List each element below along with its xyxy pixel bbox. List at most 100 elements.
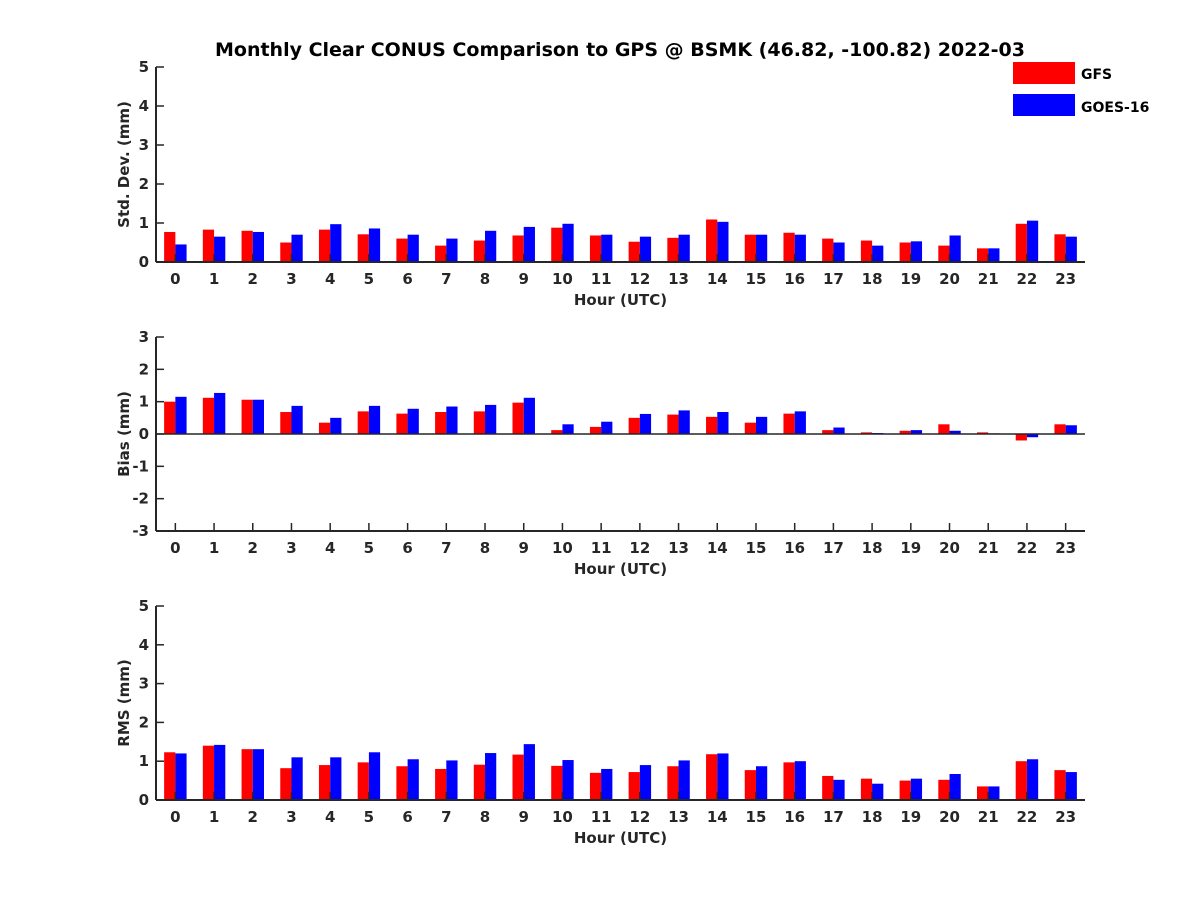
bar-goes16-hour-15 <box>755 416 768 434</box>
bar-gfs-hour-6 <box>396 238 408 262</box>
x-tick-label: 15 <box>746 808 767 826</box>
x-tick-label: 0 <box>170 270 180 288</box>
x-tick-label: 16 <box>784 808 805 826</box>
bar-gfs-hour-8 <box>473 411 486 434</box>
bar-goes16-hour-12 <box>639 236 652 262</box>
bar-goes16-hour-8 <box>485 230 497 262</box>
x-tick-label: 8 <box>480 808 490 826</box>
bar-gfs-hour-10 <box>551 227 563 262</box>
y-tick-label: 1 <box>139 393 149 411</box>
x-tick-label: 17 <box>823 539 844 557</box>
legend-label-gfs: GFS <box>1081 67 1112 83</box>
x-tick-label: 19 <box>900 808 921 826</box>
bar-gfs-hour-1 <box>202 229 215 262</box>
x-tick-label: 1 <box>209 270 219 288</box>
bar-goes16-hour-3 <box>291 757 303 800</box>
bar-goes16-hour-23 <box>1065 772 1077 800</box>
x-tick-label: 6 <box>402 270 412 288</box>
bar-goes16-hour-1 <box>214 392 226 434</box>
bar-gfs-hour-21 <box>977 248 989 262</box>
bar-gfs-hour-15 <box>744 234 756 262</box>
x-tick-label: 10 <box>552 808 573 826</box>
y-tick-label: -2 <box>132 490 149 508</box>
bar-gfs-hour-13 <box>667 414 679 434</box>
x-tick-label: 12 <box>629 270 650 288</box>
y-tick-label: 0 <box>139 253 149 271</box>
bar-gfs-hour-11 <box>589 235 602 262</box>
bar-gfs-hour-14 <box>706 219 718 262</box>
bar-gfs-hour-9 <box>512 235 524 262</box>
bar-gfs-hour-23 <box>1054 234 1066 262</box>
x-tick-label: 14 <box>707 270 728 288</box>
bar-goes16-hour-0 <box>175 753 187 800</box>
x-tick-label: 13 <box>668 270 689 288</box>
bar-gfs-hour-22 <box>1015 223 1027 262</box>
x-tick-label: 7 <box>441 270 451 288</box>
bar-goes16-hour-7 <box>446 406 458 434</box>
bar-goes16-hour-16 <box>794 761 806 800</box>
x-axis-label: Hour (UTC) <box>574 560 667 578</box>
bar-gfs-hour-19 <box>899 242 911 262</box>
x-tick-label: 0 <box>170 539 180 557</box>
x-axis-label: Hour (UTC) <box>574 291 667 309</box>
bar-goes16-hour-0 <box>175 396 187 434</box>
bar-gfs-hour-0 <box>164 401 176 434</box>
bar-gfs-hour-23 <box>1054 770 1066 800</box>
x-tick-label: 16 <box>784 539 805 557</box>
y-axis-label: Bias (mm) <box>115 391 133 477</box>
bar-gfs-hour-13 <box>667 766 679 800</box>
x-tick-label: 3 <box>286 270 296 288</box>
x-tick-label: 5 <box>364 539 374 557</box>
x-tick-label: 6 <box>402 539 412 557</box>
bar-goes16-hour-11 <box>601 234 613 262</box>
y-tick-label: 4 <box>139 636 149 654</box>
bar-goes16-hour-1 <box>214 236 226 262</box>
bar-goes16-hour-6 <box>407 234 419 262</box>
bar-gfs-hour-15 <box>744 770 756 800</box>
y-tick-label: -3 <box>132 522 149 540</box>
x-tick-label: 22 <box>1017 539 1038 557</box>
bar-gfs-hour-17 <box>822 238 834 262</box>
bar-gfs-hour-0 <box>164 752 176 800</box>
x-tick-label: 7 <box>441 808 451 826</box>
bar-gfs-hour-16 <box>783 762 795 800</box>
bar-goes16-hour-12 <box>639 765 652 800</box>
bar-gfs-hour-7 <box>435 245 447 262</box>
x-tick-label: 2 <box>248 270 258 288</box>
bar-goes16-hour-3 <box>291 405 303 434</box>
bar-goes16-hour-22 <box>1026 759 1039 800</box>
x-tick-label: 11 <box>591 808 612 826</box>
bar-gfs-hour-5 <box>357 762 369 800</box>
bar-goes16-hour-19 <box>910 430 923 434</box>
y-tick-label: 2 <box>139 713 149 731</box>
bar-gfs-hour-3 <box>280 242 292 262</box>
x-tick-label: 8 <box>480 270 490 288</box>
bar-goes16-hour-3 <box>291 234 303 262</box>
x-tick-label: 9 <box>519 539 529 557</box>
bar-gfs-hour-5 <box>357 234 369 262</box>
x-tick-label: 5 <box>364 270 374 288</box>
x-tick-label: 18 <box>862 270 883 288</box>
bar-goes16-hour-5 <box>368 228 381 262</box>
bar-gfs-hour-23 <box>1054 424 1066 434</box>
bar-gfs-hour-19 <box>899 780 911 800</box>
x-tick-label: 6 <box>402 808 412 826</box>
x-tick-label: 10 <box>552 539 573 557</box>
x-tick-label: 3 <box>286 808 296 826</box>
bar-gfs-hour-4 <box>318 765 331 800</box>
x-tick-label: 1 <box>209 539 219 557</box>
y-tick-label: 5 <box>139 58 149 76</box>
bar-gfs-hour-6 <box>396 413 408 434</box>
bar-goes16-hour-4 <box>330 757 342 800</box>
bar-goes16-hour-22 <box>1026 434 1039 438</box>
bar-gfs-hour-10 <box>551 765 563 800</box>
bar-goes16-hour-6 <box>407 759 419 800</box>
y-tick-label: 1 <box>139 752 149 770</box>
bar-goes16-hour-1 <box>214 744 226 800</box>
bar-goes16-hour-4 <box>330 224 342 262</box>
bar-gfs-hour-13 <box>667 237 679 262</box>
x-tick-label: 14 <box>707 808 728 826</box>
x-tick-label: 20 <box>939 270 960 288</box>
x-tick-label: 11 <box>591 270 612 288</box>
bar-goes16-hour-10 <box>562 760 574 800</box>
